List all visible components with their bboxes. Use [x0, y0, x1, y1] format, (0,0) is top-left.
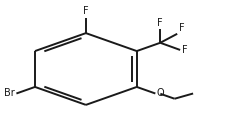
Text: F: F [178, 23, 184, 33]
Text: Br: Br [4, 88, 15, 99]
Text: F: F [181, 45, 187, 55]
Text: F: F [83, 6, 88, 16]
Text: F: F [157, 18, 162, 28]
Text: O: O [155, 88, 163, 98]
